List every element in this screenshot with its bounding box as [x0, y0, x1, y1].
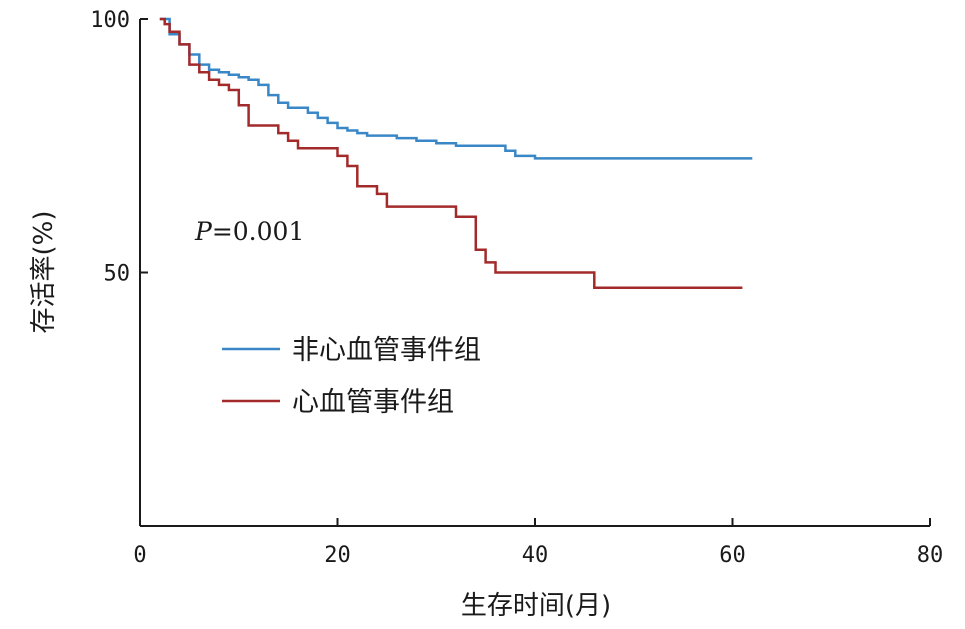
- y-axis-title: 存活率(%): [29, 211, 59, 334]
- x-tick-label: 20: [324, 543, 351, 568]
- p-value-symbol: P: [194, 217, 213, 246]
- x-tick-label: 60: [719, 543, 746, 568]
- survival-curve-0: [159, 17, 753, 160]
- p-value-annotation: P=0.001: [194, 217, 304, 246]
- survival-curve-1: [159, 17, 743, 289]
- x-tick-label: 40: [522, 543, 549, 568]
- y-tick-label: 100: [90, 8, 130, 33]
- legend-label-cv: 心血管事件组: [292, 387, 454, 418]
- legend: 非心血管事件组 心血管事件组: [222, 335, 481, 418]
- y-tick-label: 50: [104, 262, 131, 287]
- legend-label-non-cv: 非心血管事件组: [292, 335, 481, 366]
- p-value-text: =0.001: [212, 217, 305, 246]
- x-axis-title: 生存时间(月): [461, 591, 611, 621]
- x-tick-label: 80: [917, 543, 944, 568]
- series-layer: [159, 17, 753, 289]
- x-tick-label: 0: [133, 543, 146, 568]
- axes: 0 20 40 60 80 50 100: [90, 8, 943, 568]
